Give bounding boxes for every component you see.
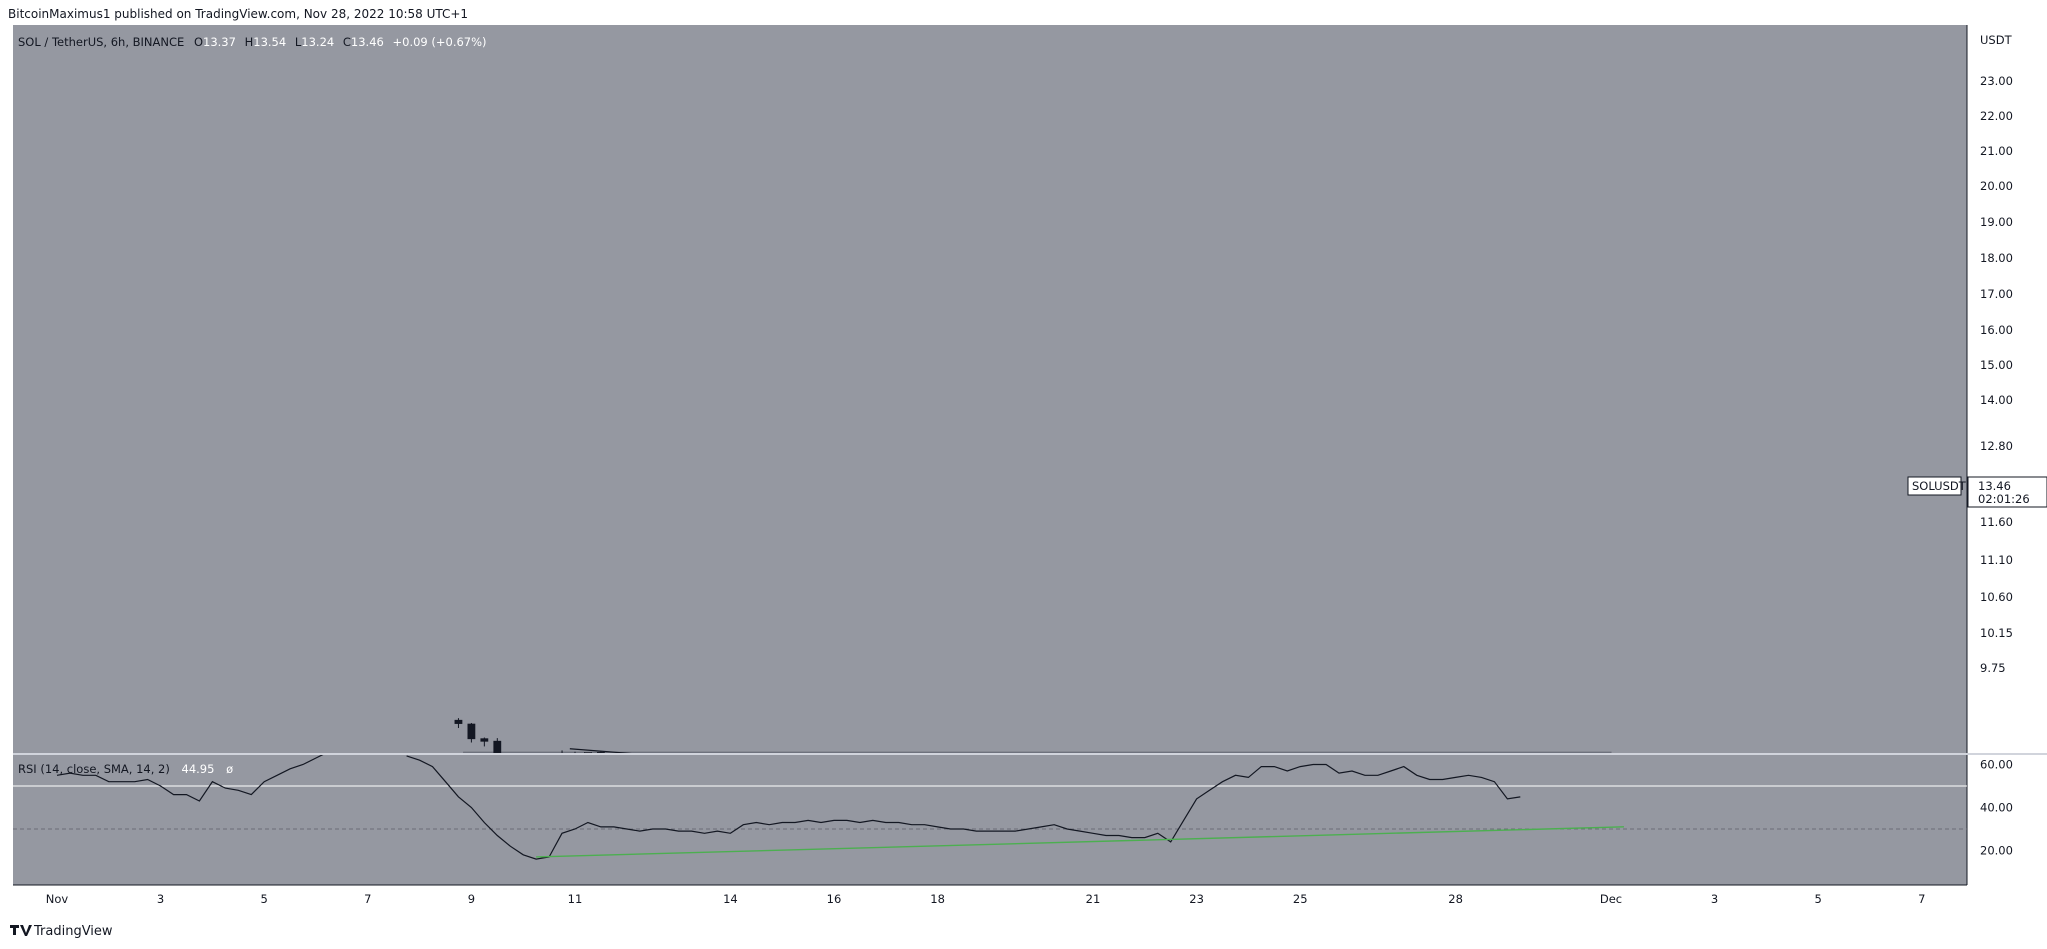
ohlc-close: 13.46: [351, 35, 384, 49]
price-tick-label: 21.00: [1980, 144, 2013, 158]
candle-body: [493, 740, 502, 753]
candle: [597, 751, 605, 753]
rsi-tick-label: 60.00: [1980, 758, 2013, 772]
ohlc-close-key: C: [343, 35, 351, 49]
candles-layer: [454, 718, 605, 753]
rsi-divergence-trendline: [536, 826, 1624, 858]
time-axis[interactable]: [13, 885, 1967, 913]
rsi-pane[interactable]: [13, 755, 1967, 885]
ohlc-low-key: L: [295, 35, 302, 49]
candle: [480, 737, 489, 747]
symbol-title: SOL / TetherUS, 6h, BINANCE: [18, 35, 184, 49]
time-tick-label: 14: [723, 892, 738, 906]
time-tick-label: 18: [930, 892, 945, 906]
rsi-tick-label: 40.00: [1980, 801, 2013, 815]
price-tag-symbol: SOLUSDT: [1912, 479, 1967, 493]
time-tick-label: Dec: [1600, 892, 1622, 906]
price-tick-label: 9.75: [1980, 661, 2006, 675]
price-tick-label: 11.10: [1980, 553, 2013, 567]
ohlc-open-key: O: [194, 35, 203, 49]
publisher-line: BitcoinMaximus1 published on TradingView…: [8, 7, 468, 21]
price-tick-label: 11.60: [1980, 515, 2013, 529]
rsi-title: RSI (14, close, SMA, 14, 2): [18, 762, 170, 776]
price-tick-label: 15.00: [1980, 358, 2013, 372]
price-axis[interactable]: [1967, 25, 2047, 885]
time-tick-label: 21: [1086, 892, 1101, 906]
price-tick-label: 18.00: [1980, 251, 2013, 265]
price-tag-value-box: [1967, 476, 2047, 508]
time-tick-label: 3: [1711, 892, 1718, 906]
time-ticks: Nov 3 5 7 9 11 14 16 18 21 23 25 28 Dec 3 5 7: [46, 892, 1926, 906]
ohlc-change: +0.09 (+0.67%): [393, 35, 487, 49]
price-tick-label: 20.00: [1980, 179, 2013, 193]
tradingview-logo-icon: [10, 925, 32, 936]
price-tag-symbol-box: [1907, 476, 1962, 496]
candle-body: [467, 723, 476, 740]
rsi-layer: [13, 755, 1967, 860]
time-tick-label: 23: [1189, 892, 1204, 906]
price-tick-label: 14.00: [1980, 393, 2013, 407]
time-tick-label: 5: [1815, 892, 1822, 906]
rsi-extra: ø: [226, 762, 233, 776]
price-tag-value: 13.46: [1978, 479, 2011, 493]
currency-label: USDT: [1980, 33, 2013, 47]
svg-text:RSI (14, close, SMA, 14, 2): RSI (14, close, SMA, 14, 2) 44.95 ø: [18, 762, 233, 776]
price-pane[interactable]: [13, 25, 1967, 753]
candle-body: [584, 752, 592, 753]
price-tag-countdown: 02:01:26: [1978, 492, 2030, 506]
tradingview-logo[interactable]: TradingView: [10, 924, 113, 939]
zones-layer: [463, 751, 1612, 753]
rsi-line-early: [56, 755, 324, 802]
price-tick-label: 16.00: [1980, 323, 2013, 337]
ohlc-high: 13.54: [253, 35, 286, 49]
time-tick-label: 9: [468, 892, 475, 906]
price-tick-label: 10.60: [1980, 590, 2013, 604]
candle: [584, 752, 592, 753]
rsi-legend[interactable]: RSI (14, close, SMA, 14, 2) 44.95 ø: [18, 762, 233, 776]
candle-body: [454, 719, 463, 724]
candle-body: [480, 738, 489, 742]
time-tick-label: 11: [568, 892, 583, 906]
price-tick-label: 12.80: [1980, 439, 2013, 453]
ohlc-low: 13.24: [301, 35, 334, 49]
time-tick-label: 7: [1918, 892, 1925, 906]
time-tick-label: 28: [1448, 892, 1463, 906]
time-tick-label: 5: [261, 892, 268, 906]
price-ticks: 23.00 22.00 21.00 20.00 19.00 18.00 17.00 16.00…: [1980, 74, 2013, 858]
price-tick-label: 17.00: [1980, 287, 2013, 301]
candle: [467, 722, 476, 743]
svg-text:SOL / TetherUS, 6h, BINANCE: SOL / TetherUS, 6h, BINANCE O13.37 H13.5…: [18, 35, 487, 49]
rsi-value: 44.95: [182, 762, 215, 776]
price-tick-label: 10.15: [1980, 626, 2013, 640]
resistance-zone: [463, 751, 1612, 753]
rsi-tick-label: 20.00: [1980, 844, 2013, 858]
candle-body: [597, 752, 605, 753]
candle: [493, 738, 502, 753]
ohlc-open: 13.37: [203, 35, 236, 49]
ohlc-high-key: H: [245, 35, 254, 49]
price-tick-label: 22.00: [1980, 109, 2013, 123]
rsi-line: [406, 755, 1521, 860]
time-tick-label: 25: [1293, 892, 1308, 906]
price-tick-label: 19.00: [1980, 215, 2013, 229]
tradingview-brand: TradingView: [33, 924, 113, 939]
price-tag: SOLUSDT 13.46 02:01:26: [1907, 476, 2047, 508]
price-tick-label: 23.00: [1980, 74, 2013, 88]
time-tick-label: 3: [157, 892, 164, 906]
time-tick-label: Nov: [46, 892, 69, 906]
time-tick-label: 16: [827, 892, 842, 906]
time-tick-label: 7: [364, 892, 371, 906]
candle: [454, 718, 463, 729]
symbol-legend[interactable]: SOL / TetherUS, 6h, BINANCE O13.37 H13.5…: [18, 35, 487, 49]
